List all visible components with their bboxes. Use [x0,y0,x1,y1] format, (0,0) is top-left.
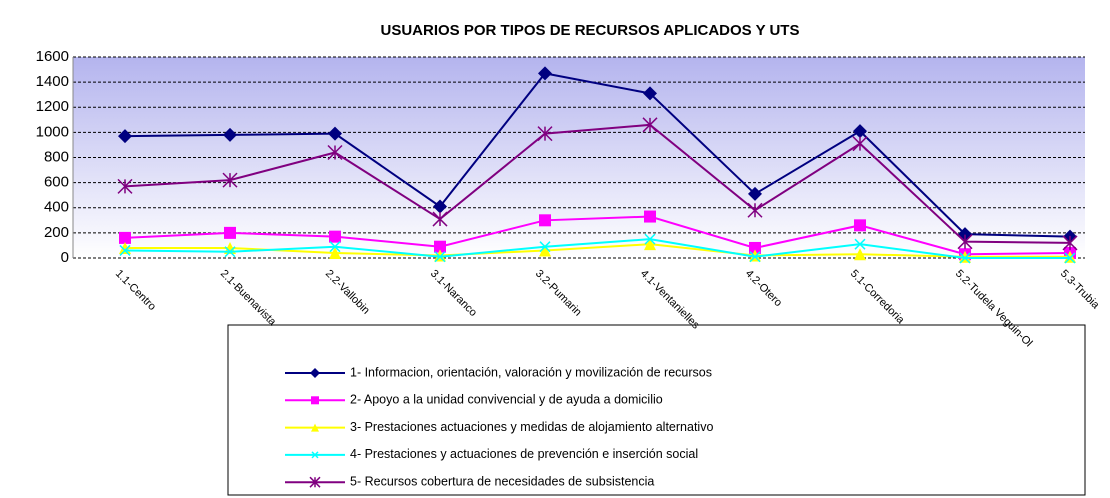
marker [311,423,319,432]
legend [227,324,1086,496]
chart-title: USUARIOS POR TIPOS DE RECURSOS APLICADOS… [381,22,800,39]
series-line [124,215,1071,256]
marker [223,127,237,142]
marker [539,214,551,227]
y-tick-label: 1200 [36,98,69,115]
marker [329,230,341,243]
y-tick-label: 1000 [36,123,69,140]
y-tick-label: 200 [44,224,69,241]
x-tick-label: 1.1-Centro [113,268,158,313]
marker [224,246,236,258]
x-tick-label: 2.1-Buenavista [218,268,279,329]
x-tick-label: 4.1-Ventanielles [638,268,702,332]
marker [854,248,866,261]
y-tick-label: 800 [44,148,69,165]
marker [644,233,656,245]
marker [747,202,763,218]
marker [749,251,761,263]
marker [1062,235,1078,251]
marker [311,451,319,459]
marker [852,136,868,152]
marker [854,219,866,232]
x-tick-label: 5.3-Trubia [1058,268,1102,312]
y-tick-label: 1400 [36,73,69,90]
marker [433,199,447,214]
marker [538,66,552,81]
legend-label: 2- Apoyo a la unidad convivencial y de a… [350,393,663,407]
marker [854,238,866,250]
legend-label: 4- Prestaciones y actuaciones de prevenc… [350,447,698,461]
marker [434,240,446,253]
x-tick-label: 2.2-Vallobin [323,268,372,317]
marker [539,244,551,257]
marker [119,244,131,256]
marker [539,241,551,253]
marker [329,241,341,253]
x-tick-label: 4.2-Otero [743,268,784,309]
marker [311,396,319,405]
marker [328,126,342,141]
marker [853,124,867,139]
marker [222,172,238,188]
x-tick-label: 3.1-Naranco [428,268,479,319]
marker [959,250,971,263]
y-tick-label: 400 [44,199,69,216]
marker [310,368,320,378]
series-line [124,72,1071,238]
legend-label: 1- Informacion, orientación, valoración … [350,365,712,379]
x-tick-label: 3.2-Pumarin [533,268,584,319]
marker [749,241,761,254]
marker [957,234,973,250]
marker [749,249,761,262]
y-tick-label: 0 [61,249,69,266]
marker [1064,252,1076,264]
marker [748,186,762,201]
marker [644,238,656,251]
marker [959,252,971,264]
marker [432,211,448,227]
x-tick-label: 5.1-Corredoria [848,268,907,327]
marker [643,86,657,101]
series-line [124,123,1071,244]
marker [309,476,321,488]
series-line [124,238,1070,259]
marker [642,117,658,133]
marker [329,246,341,259]
series-line [125,243,1070,258]
marker [117,178,133,194]
y-tick-label: 600 [44,174,69,191]
legend-label: 3- Prestaciones actuaciones y medidas de… [350,420,713,434]
marker [434,251,446,263]
marker [644,210,656,223]
marker [119,231,131,244]
legend-label: 5- Recursos cobertura de necesidades de … [350,474,654,488]
marker [224,226,236,239]
marker [537,126,553,142]
marker [434,249,446,262]
marker [1064,250,1076,263]
marker [327,144,343,161]
y-tick-label: 1600 [36,48,69,65]
marker [118,129,132,144]
